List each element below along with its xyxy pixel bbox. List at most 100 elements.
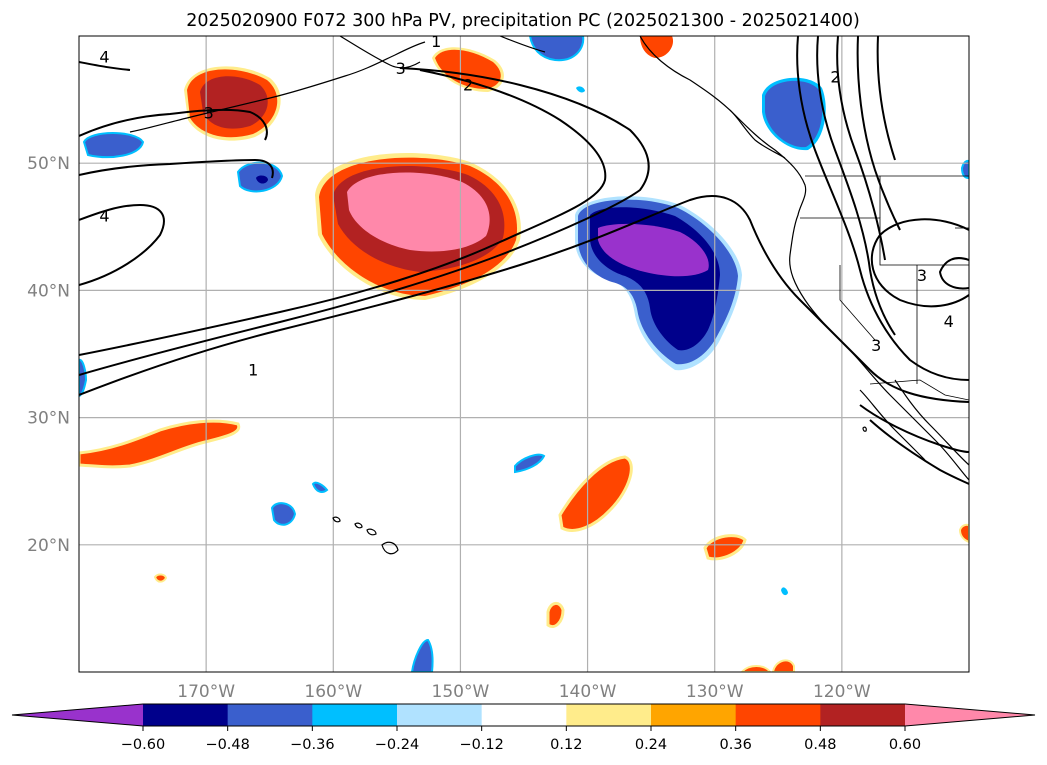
pv-contour-loop-inner: [79, 158, 274, 179]
coastline-hawaii-4: [366, 528, 377, 536]
precip-region-small-blue-1: [270, 502, 297, 526]
lon-tick-label: 130°W: [686, 682, 744, 702]
precip-region-gulf-alaska-top: [640, 36, 674, 58]
lat-tick-label: 50°N: [27, 154, 70, 174]
chart-title: 2025020900 F072 300 hPa PV, precipitatio…: [186, 11, 860, 31]
colorbar-extend-min: [12, 704, 143, 726]
coastlines: [129, 36, 969, 555]
pv-contour-3-jet: [79, 69, 607, 356]
pv-contour-label: 1: [431, 32, 441, 51]
pv-contour-4-west: [79, 61, 131, 71]
precip-region-small-blue-8: [576, 86, 585, 93]
coastline-north-america: [639, 36, 969, 481]
colorbar-segment: [312, 704, 398, 726]
pv-contour-label: 4: [99, 47, 109, 66]
pv-contour-label: 3: [871, 336, 881, 355]
precip-region-aleutian: [82, 132, 145, 158]
lon-tick-label: 120°W: [813, 682, 871, 702]
coastline-vancouver: [729, 109, 786, 159]
pv-contour-1-jet: [79, 195, 969, 403]
coastline-hawaii-2: [354, 522, 363, 529]
precip-region-subtropical: [558, 455, 633, 532]
map-plot-area: 4 3 1 3 2 2 4 1 3 4 3: [79, 32, 969, 672]
coastline-baja: [859, 389, 926, 461]
colorbar-segment: [143, 704, 229, 726]
coastline-guadalupe: [862, 426, 867, 432]
pv-contour-low-ring-inner: [938, 257, 969, 290]
pv-contour-6-east: [876, 36, 896, 161]
pv-contour-label: 3: [917, 266, 927, 285]
coastline-alaska: [339, 36, 546, 69]
colorbar: −0.60 −0.48 −0.36 −0.24 −0.12 0.12 0.24 0.36 0.4…: [11, 703, 1036, 753]
pv-contour-4-east: [836, 36, 886, 261]
map-gridlines: [79, 36, 969, 672]
precip-region-small-blue-2: [410, 638, 434, 672]
precip-region-northeast-pacific-purple: [598, 223, 709, 277]
coastline-gulf-california: [894, 379, 969, 466]
lat-tick-label: 40°N: [27, 281, 70, 301]
lon-tick-label: 170°W: [177, 682, 235, 702]
pv-contour-low-ring: [870, 218, 969, 308]
pv-contour-southeast: [859, 404, 969, 453]
colorbar-tick-label: −0.60: [121, 737, 165, 753]
colorbar-segment: [397, 704, 483, 726]
precip-region-subtropical-band: [79, 419, 241, 469]
colorbar-segment: [651, 704, 737, 726]
colorbar-tick-label: 0.24: [635, 737, 667, 753]
pv-contour-labels: 4 3 1 3 2 2 4 1 3 4 3: [99, 32, 954, 379]
pv-contours: [79, 36, 969, 485]
coastline-hawaii-3: [332, 516, 341, 523]
precip-region-small-5: [771, 659, 795, 672]
colorbar-tick-label: 0.36: [720, 737, 752, 753]
pv-contour-label: 3: [204, 103, 214, 122]
pv-contour-label: 1: [248, 360, 258, 379]
pv-contour-2-east: [796, 36, 969, 381]
colorbar-tick-label: −0.12: [459, 737, 503, 753]
precip-region-central-small-navy: [256, 175, 268, 184]
pv-contour-5-east: [856, 36, 901, 231]
precip-region-top-blue: [528, 36, 585, 62]
lat-tick-label: 20°N: [27, 536, 70, 556]
coastline-hawaii-1: [381, 541, 399, 555]
colorbar-segment: [481, 704, 567, 726]
pv-contour-4-ridge: [79, 203, 165, 286]
border-us-mexico: [869, 379, 969, 401]
colorbar-segment: [227, 704, 313, 726]
colorbar-tick-label: 0.12: [550, 737, 582, 753]
precip-region-small-blue-6: [781, 587, 788, 596]
border-state-3: [839, 265, 876, 341]
colorbar-segment: [820, 704, 906, 726]
colorbar-tick-label: 0.48: [804, 737, 836, 753]
precip-region-bering-red: [200, 76, 268, 129]
pv-contour-label: 3: [396, 59, 406, 78]
colorbar-segment: [566, 704, 652, 726]
precip-region-small-3: [153, 573, 168, 583]
lon-tick-label: 160°W: [304, 682, 362, 702]
pv-contour-3-east: [816, 36, 896, 336]
pv-contour-3-arc: [79, 108, 268, 141]
pv-contour-label: 2: [463, 75, 473, 94]
precip-region-small-blue-3: [514, 453, 546, 474]
colorbar-tick-label: −0.48: [205, 737, 249, 753]
lon-tick-label: 140°W: [559, 682, 617, 702]
precip-pc-positive-shading: [79, 36, 969, 672]
pv-contour-southeast-2: [869, 419, 969, 485]
pv-contour-label: 4: [944, 312, 954, 331]
coastline-aleutians: [129, 41, 426, 133]
colorbar-tick-label: −0.24: [375, 737, 419, 753]
colorbar-segment: [735, 704, 821, 726]
latitude-labels: 50°N 40°N 30°N 20°N: [27, 154, 70, 556]
lon-tick-label: 150°W: [432, 682, 490, 702]
pv-contour-2-jet: [79, 67, 650, 376]
precip-region-north-pacific-pink: [347, 172, 490, 252]
colorbar-tick-label: −0.36: [290, 737, 334, 753]
colorbar-tick-label: 0.60: [889, 737, 921, 753]
colorbar-extend-max: [905, 704, 1035, 726]
precip-region-gulf-alaska-orange: [435, 49, 501, 89]
precip-region-small-2: [546, 602, 565, 628]
precip-region-small-blue-4: [311, 481, 329, 493]
pv-contour-label: 4: [99, 206, 109, 225]
pv-contour-label: 2: [830, 68, 840, 87]
map-frame: [78, 35, 970, 673]
